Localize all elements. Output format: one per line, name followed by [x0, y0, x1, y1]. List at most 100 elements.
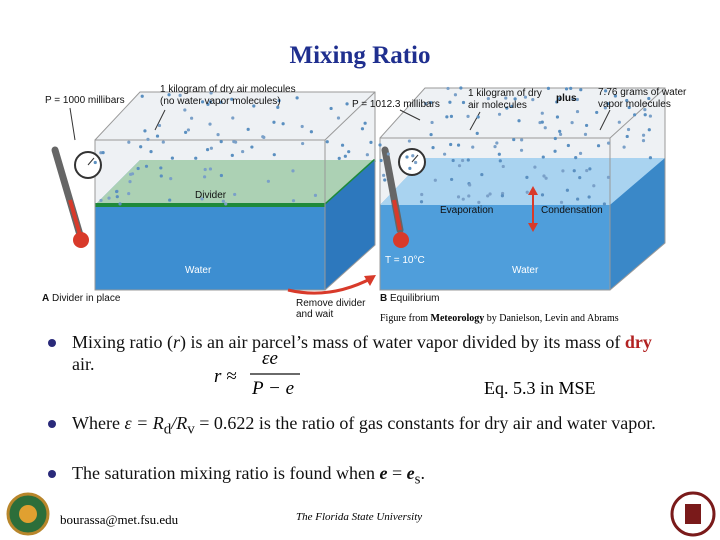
equation-numerator: εe	[262, 348, 278, 369]
molecule	[159, 166, 163, 170]
molecule	[363, 121, 367, 125]
illustration	[51, 87, 666, 295]
molecule	[309, 130, 313, 134]
text: by Danielson, Levin and Abrams	[484, 313, 619, 324]
footer-university: The Florida State University	[296, 511, 423, 523]
molecule	[250, 145, 254, 149]
molecule	[345, 102, 349, 106]
molecule	[546, 86, 551, 91]
molecule	[477, 200, 481, 204]
molecule	[446, 86, 450, 91]
molecule	[641, 139, 646, 143]
molecule	[603, 106, 607, 110]
molecule	[578, 176, 582, 180]
molecule	[564, 87, 569, 91]
molecule	[291, 169, 295, 173]
molecule	[99, 151, 103, 155]
label: vapor molecules	[598, 99, 671, 110]
molecule	[466, 158, 470, 162]
molecule	[626, 127, 631, 132]
symbol: e	[406, 463, 415, 483]
label: P = 1000 millibars	[45, 95, 125, 106]
bullet-text: Where ε = Rd/Rv = 0.622 is the ratio of …	[72, 412, 672, 441]
molecule	[194, 156, 198, 160]
label: (no water vapor molecules)	[160, 96, 281, 107]
molecule	[558, 129, 562, 133]
molecule	[241, 149, 245, 154]
molecule	[574, 156, 578, 160]
molecule	[291, 199, 296, 203]
molecule	[504, 96, 508, 100]
molecule	[93, 160, 97, 165]
molecule	[139, 145, 143, 149]
molecule	[431, 146, 435, 150]
label: 7.76 grams of water	[598, 87, 687, 98]
label: Condensation	[541, 205, 603, 216]
molecule	[429, 100, 433, 105]
molecule	[486, 194, 490, 198]
molecule	[205, 148, 210, 152]
molecule	[583, 132, 588, 137]
molecule	[566, 143, 570, 148]
molecule	[118, 202, 122, 206]
molecule	[542, 174, 546, 178]
equation-reference: Eq. 5.3 in MSE	[484, 378, 596, 398]
molecule	[208, 167, 213, 171]
molecule	[460, 158, 465, 163]
molecule	[456, 143, 461, 147]
text: Figure from	[380, 313, 431, 324]
equation-denominator: P − e	[252, 378, 295, 399]
molecule	[347, 150, 351, 154]
molecule	[408, 166, 412, 171]
molecule	[219, 140, 223, 144]
molecule	[540, 111, 544, 115]
molecule	[555, 100, 559, 104]
molecule	[202, 175, 207, 179]
molecule	[457, 164, 462, 168]
molecule	[234, 140, 238, 144]
molecule	[230, 97, 234, 101]
molecule	[480, 172, 484, 177]
molecule	[313, 193, 318, 197]
molecule	[533, 165, 537, 169]
molecule	[168, 198, 172, 202]
molecule	[541, 155, 545, 159]
molecule	[565, 188, 569, 192]
text: Mixing ratio (	[72, 332, 173, 352]
symbol: ε	[124, 413, 132, 433]
molecule	[99, 198, 103, 203]
label: 1 kilogram of dry	[468, 88, 542, 99]
molecule	[340, 143, 345, 147]
molecule	[233, 192, 237, 197]
molecule	[606, 102, 610, 106]
molecule	[488, 192, 492, 196]
molecule	[365, 153, 369, 157]
molecule	[169, 177, 173, 181]
molecule	[407, 139, 412, 143]
molecule	[647, 128, 651, 132]
molecule	[643, 113, 647, 117]
molecule	[641, 133, 646, 137]
molecule	[510, 104, 514, 108]
molecule	[451, 158, 455, 163]
molecule	[170, 156, 174, 160]
molecule	[519, 148, 524, 152]
molecule	[281, 122, 285, 126]
molecule	[219, 100, 223, 104]
molecule	[184, 130, 188, 134]
label: P = 1012.3 millibars	[352, 99, 440, 110]
molecule	[633, 113, 637, 117]
molecule	[231, 116, 235, 120]
molecule	[337, 156, 341, 160]
subscript: v	[187, 421, 195, 438]
molecule	[144, 164, 149, 168]
molecule	[161, 140, 165, 144]
molecule	[200, 197, 204, 201]
molecule	[625, 98, 629, 103]
molecule	[149, 150, 153, 154]
label: Water	[185, 265, 212, 276]
bullet-text: The saturation mixing ratio is found whe…	[72, 462, 672, 491]
molecule	[617, 120, 621, 124]
molecule	[200, 100, 205, 104]
